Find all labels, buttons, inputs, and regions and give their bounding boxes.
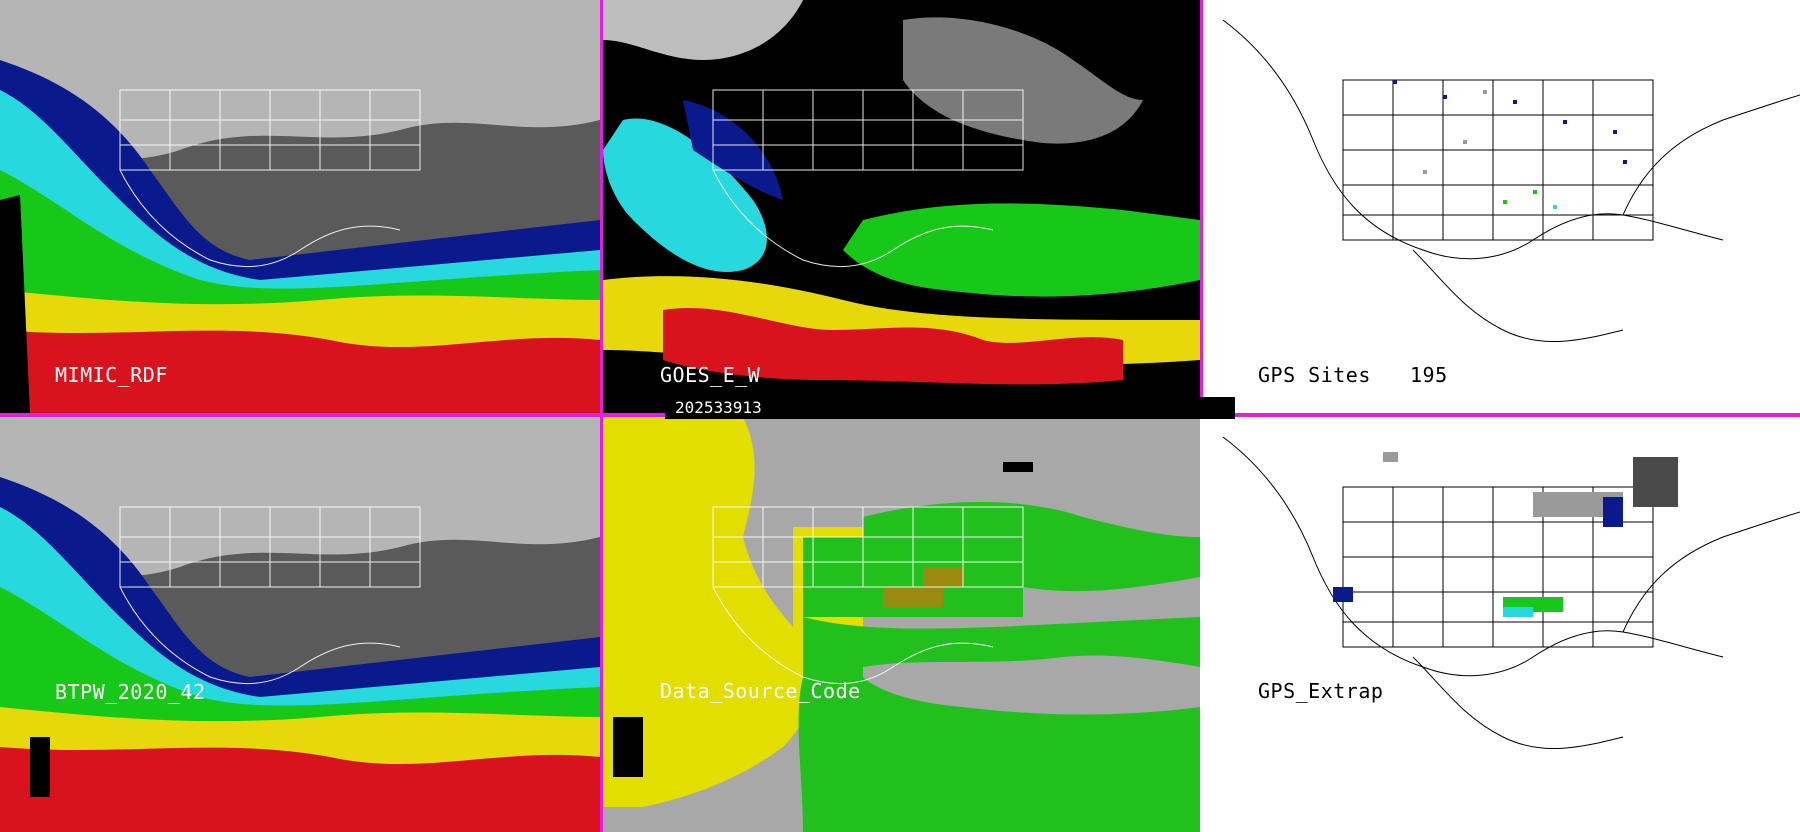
gps-sites-map <box>1203 0 1800 413</box>
panel-label: Data_Source_Code <box>660 679 861 703</box>
panel-label: BTPW_2020_42 <box>55 680 206 704</box>
separator-vertical-right <box>1200 0 1203 413</box>
panel-btpw[interactable]: BTPW_2020_42 <box>0 417 600 832</box>
timestamp-bar: 202533913 <box>665 397 1235 419</box>
data-source-map <box>603 417 1200 832</box>
gps-extrap-map <box>1203 417 1800 832</box>
panel-gps-sites[interactable]: GPS Sites 195 <box>1203 0 1800 413</box>
gps-extrap-regions <box>1333 452 1678 617</box>
timestamp-text: 202533913 <box>675 398 762 417</box>
mimic-rdf-map <box>0 0 600 413</box>
panel-goes-e-w[interactable]: GOES_E_W <box>603 0 1200 413</box>
panel-gps-extrap[interactable]: GPS_Extrap <box>1203 417 1800 832</box>
panel-data-source-code[interactable]: Data_Source_Code <box>603 417 1200 832</box>
gps-site-count: 195 <box>1410 363 1448 387</box>
gps-site-markers <box>1393 80 1627 209</box>
panel-mimic-rdf[interactable]: MIMIC_RDF <box>0 0 600 413</box>
separator-vertical-left <box>600 0 603 832</box>
goes-map <box>603 0 1200 413</box>
panel-label: MIMIC_RDF <box>55 363 168 387</box>
panel-label: GPS Sites <box>1258 363 1371 387</box>
btpw-map <box>0 417 600 832</box>
panel-label: GPS_Extrap <box>1258 679 1384 703</box>
panel-label: GOES_E_W <box>660 363 761 387</box>
